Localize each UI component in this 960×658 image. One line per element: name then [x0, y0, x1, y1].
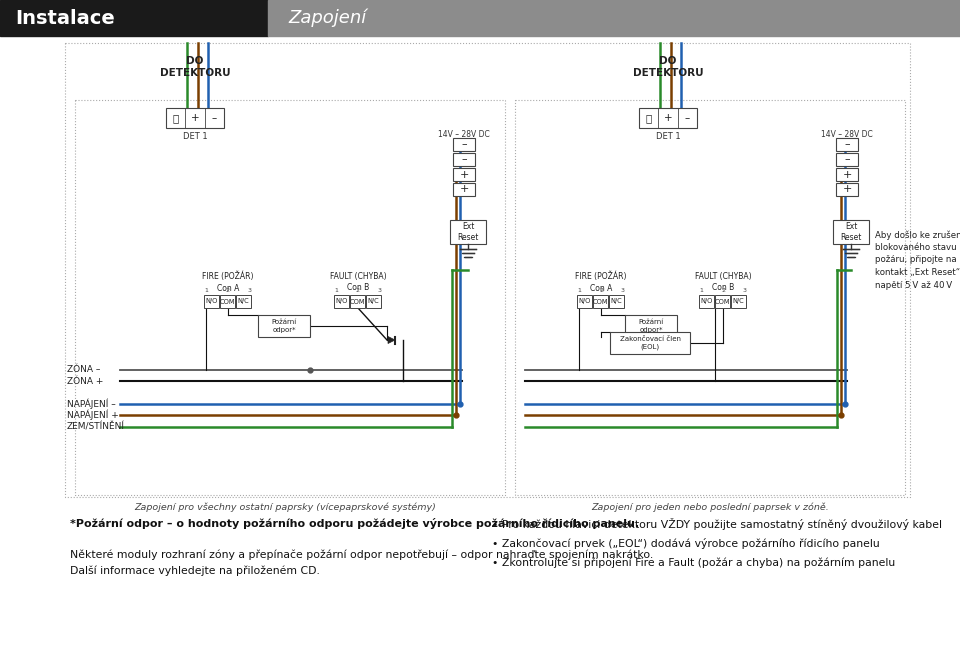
Bar [833, 220, 869, 244]
Text: NAPÁJENÍ –: NAPÁJENÍ – [67, 399, 116, 409]
Text: Požární
odpor*: Požární odpor* [638, 319, 663, 333]
Bar [731, 295, 746, 308]
Bar [350, 295, 365, 308]
Text: –: – [844, 155, 850, 164]
Text: Zakončovací člen
(EOL): Zakončovací člen (EOL) [619, 336, 681, 350]
Bar [836, 153, 858, 166]
Text: • Zakončovací prvek („EOL“) dodává výrobce požárního řídicího panelu: • Zakončovací prvek („EOL“) dodává výrob… [492, 538, 879, 549]
Bar [593, 295, 608, 308]
Text: DET 1: DET 1 [182, 132, 207, 141]
Text: COM: COM [715, 299, 731, 305]
Text: FIRE (POŽÁR)
Con A: FIRE (POŽÁR) Con A [203, 272, 253, 293]
Text: DET 1: DET 1 [656, 132, 681, 141]
Text: 14V – 28V DC: 14V – 28V DC [821, 130, 873, 139]
Text: • Pro každou hlavici detektoru VŽDY použijte samostatný stíněný dvoužilový kabel: • Pro každou hlavici detektoru VŽDY použ… [492, 518, 942, 530]
Text: DO
DETEKTORU: DO DETEKTORU [159, 56, 230, 78]
Bar [610, 332, 690, 354]
Text: 1: 1 [699, 288, 703, 293]
Bar [258, 315, 310, 337]
Bar [453, 138, 475, 151]
Text: Aby došlo ke zrušení
blokovaného stavu
požáru, připojte na
kontakt „Ext Reset“
n: Aby došlo ke zrušení blokovaného stavu p… [875, 230, 960, 290]
Text: *Požární odpor – o hodnoty požárního odporu požádejte výrobce požárního řídicího: *Požární odpor – o hodnoty požárního odp… [70, 518, 639, 529]
Text: 1: 1 [204, 288, 208, 293]
Text: N/C: N/C [611, 299, 622, 305]
Text: –: – [684, 113, 690, 123]
Bar [204, 295, 219, 308]
Text: 2: 2 [599, 288, 603, 293]
Text: • Zkontrolujte si připojení Fire a Fault (požár a chyba) na požárním panelu: • Zkontrolujte si připojení Fire a Fault… [492, 558, 896, 569]
Text: N/O: N/O [578, 299, 590, 305]
Bar [366, 295, 381, 308]
Text: –: – [461, 155, 467, 164]
Bar [166, 108, 224, 128]
Bar [699, 295, 714, 308]
Bar [836, 168, 858, 181]
Text: –: – [461, 139, 467, 149]
Bar [836, 138, 858, 151]
Text: NAPÁJENÍ +: NAPÁJENÍ + [67, 410, 119, 420]
Polygon shape [388, 336, 395, 343]
Text: N/O: N/O [335, 299, 348, 305]
Text: ZÓNA +: ZÓNA + [67, 376, 104, 386]
Bar [639, 108, 697, 128]
Text: Zapojení pro všechny ostatní paprsky (vícepaprskové systémy): Zapojení pro všechny ostatní paprsky (ví… [134, 503, 436, 513]
Text: N/C: N/C [368, 299, 379, 305]
Text: Zapojení: Zapojení [288, 9, 367, 27]
Text: +: + [459, 170, 468, 180]
Bar [625, 315, 677, 337]
Text: Některé moduly rozhraní zóny a přepínače požární odpor nepotřebují – odpor nahra: Některé moduly rozhraní zóny a přepínače… [70, 550, 653, 561]
Text: 1: 1 [334, 288, 338, 293]
Text: Instalace: Instalace [15, 9, 115, 28]
Text: ZÓNA –: ZÓNA – [67, 365, 101, 374]
Text: +: + [842, 170, 852, 180]
Text: 2: 2 [356, 288, 360, 293]
Text: –: – [212, 113, 217, 123]
Bar [609, 295, 624, 308]
Text: DO
DETEKTORU: DO DETEKTORU [633, 56, 704, 78]
Text: N/O: N/O [205, 299, 218, 305]
Bar [453, 168, 475, 181]
Text: COM: COM [592, 299, 609, 305]
Bar [236, 295, 251, 308]
Text: Požární
odpor*: Požární odpor* [272, 319, 297, 333]
Text: N/O: N/O [700, 299, 712, 305]
Text: 14V – 28V DC: 14V – 28V DC [438, 130, 490, 139]
Text: FAULT (CHYBA)
Con B: FAULT (CHYBA) Con B [329, 272, 386, 292]
Text: COM: COM [220, 299, 235, 305]
Text: 3: 3 [378, 288, 382, 293]
Text: ⏚: ⏚ [173, 113, 179, 123]
Text: +: + [663, 113, 672, 123]
Bar [268, 0, 960, 36]
Bar [715, 295, 730, 308]
Text: 1: 1 [577, 288, 581, 293]
Text: COM: COM [349, 299, 365, 305]
Text: Ext
Reset: Ext Reset [840, 222, 862, 242]
Text: +: + [842, 184, 852, 195]
Bar [453, 153, 475, 166]
Text: ZEM/STÍNĚNÍ: ZEM/STÍNĚNÍ [67, 422, 125, 432]
Text: 3: 3 [248, 288, 252, 293]
Text: 3: 3 [621, 288, 625, 293]
Text: 2: 2 [226, 288, 230, 293]
Bar [836, 183, 858, 196]
Text: 3: 3 [743, 288, 747, 293]
Bar [334, 295, 349, 308]
Text: N/C: N/C [732, 299, 744, 305]
Text: N/C: N/C [238, 299, 250, 305]
Bar [577, 295, 592, 308]
Text: 2: 2 [721, 288, 725, 293]
Text: +: + [459, 184, 468, 195]
Bar [220, 295, 235, 308]
Text: Ext
Reset: Ext Reset [457, 222, 479, 242]
Text: +: + [191, 113, 200, 123]
Bar [450, 220, 486, 244]
Text: Další informace vyhledejte na přiloženém CD.: Další informace vyhledejte na přiloženém… [70, 566, 320, 576]
Bar [453, 183, 475, 196]
Text: Zapojení pro jeden nebo poslední paprsek v zóně.: Zapojení pro jeden nebo poslední paprsek… [591, 503, 828, 513]
Text: ⏚: ⏚ [645, 113, 652, 123]
Text: FAULT (CHYBA)
Con B: FAULT (CHYBA) Con B [695, 272, 752, 292]
Text: FIRE (POŽÁR)
Con A: FIRE (POŽÁR) Con A [575, 272, 627, 293]
Bar [0, 0, 268, 36]
Text: –: – [844, 139, 850, 149]
